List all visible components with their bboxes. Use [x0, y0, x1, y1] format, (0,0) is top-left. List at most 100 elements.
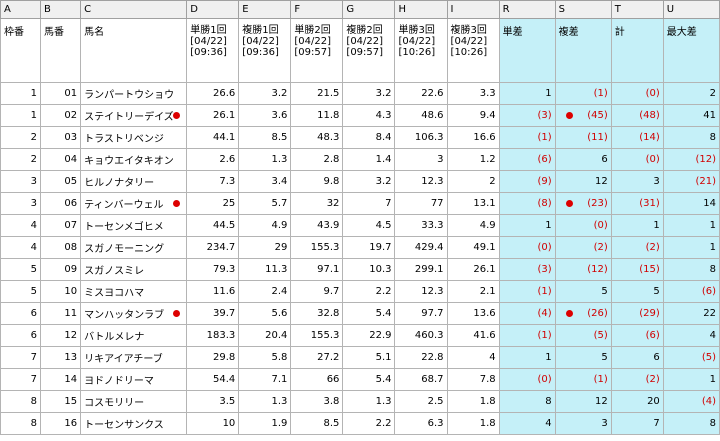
cell-s[interactable]: 5 — [554, 280, 612, 303]
cell-r[interactable]: (9) — [498, 170, 556, 193]
cell-i[interactable]: 49.1 — [446, 236, 500, 259]
cell-d[interactable]: 26.6 — [186, 82, 240, 105]
cell-g[interactable]: 3.2 — [342, 82, 396, 105]
cell-umaban[interactable]: 02 — [40, 104, 82, 127]
horse-name-cell[interactable]: キョウエイタキオン — [80, 148, 188, 171]
cell-waku[interactable]: 3 — [0, 192, 42, 215]
cell-i[interactable]: 13.6 — [446, 302, 500, 325]
cell-umaban[interactable]: 15 — [40, 390, 82, 413]
cell-t[interactable]: (0) — [610, 82, 664, 105]
cell-waku[interactable]: 1 — [0, 104, 42, 127]
cell-g[interactable]: 2.2 — [342, 280, 396, 303]
cell-e[interactable]: 5.7 — [238, 192, 292, 215]
cell-waku[interactable]: 5 — [0, 258, 42, 281]
cell-waku[interactable]: 4 — [0, 214, 42, 237]
cell-t[interactable]: (14) — [610, 126, 664, 149]
cell-r[interactable]: (3) — [498, 104, 556, 127]
horse-name-cell[interactable]: ヒルノナタリー — [80, 170, 188, 193]
cell-i[interactable]: 16.6 — [446, 126, 500, 149]
cell-waku[interactable]: 1 — [0, 82, 42, 105]
cell-u[interactable]: (5) — [662, 346, 720, 369]
cell-e[interactable]: 3.4 — [238, 170, 292, 193]
cell-f[interactable]: 8.5 — [290, 412, 344, 435]
header-win-1[interactable]: 単勝1回 [04/22] [09:36] — [186, 18, 240, 83]
header-place-1[interactable]: 複勝1回 [04/22] [09:36] — [238, 18, 292, 83]
cell-waku[interactable]: 3 — [0, 170, 42, 193]
cell-s[interactable]: (11) — [554, 126, 612, 149]
cell-s[interactable]: 3 — [554, 412, 612, 435]
cell-d[interactable]: 79.3 — [186, 258, 240, 281]
cell-r[interactable]: 4 — [498, 412, 556, 435]
table-row[interactable]: 4 08 スガノモーニング 234.7 29 155.3 19.7 429.4 49.1 (0) (… — [0, 236, 720, 259]
cell-umaban[interactable]: 10 — [40, 280, 82, 303]
cell-i[interactable]: 4 — [446, 346, 500, 369]
cell-r[interactable]: (1) — [498, 324, 556, 347]
cell-waku[interactable]: 8 — [0, 412, 42, 435]
cell-r[interactable]: (1) — [498, 126, 556, 149]
cell-r[interactable]: (3) — [498, 258, 556, 281]
cell-h[interactable]: 12.3 — [394, 170, 448, 193]
cell-waku[interactable]: 4 — [0, 236, 42, 259]
column-letter[interactable]: U — [662, 0, 720, 19]
cell-umaban[interactable]: 07 — [40, 214, 82, 237]
cell-d[interactable]: 44.5 — [186, 214, 240, 237]
cell-d[interactable]: 11.6 — [186, 280, 240, 303]
cell-u[interactable]: 1 — [662, 368, 720, 391]
cell-u[interactable]: (21) — [662, 170, 720, 193]
cell-g[interactable]: 19.7 — [342, 236, 396, 259]
table-row[interactable]: 7 13 リキアイアチーブ 29.8 5.8 27.2 5.1 22.8 4 1 5 6 (5) — [0, 346, 720, 369]
cell-f[interactable]: 66 — [290, 368, 344, 391]
column-letter[interactable]: R — [498, 0, 556, 19]
cell-e[interactable]: 5.8 — [238, 346, 292, 369]
cell-u[interactable]: 4 — [662, 324, 720, 347]
cell-umaban[interactable]: 01 — [40, 82, 82, 105]
cell-umaban[interactable]: 14 — [40, 368, 82, 391]
horse-name-cell[interactable]: バトルメレナ — [80, 324, 188, 347]
cell-s[interactable]: (45) — [554, 104, 612, 127]
cell-u[interactable]: 2 — [662, 82, 720, 105]
cell-d[interactable]: 183.3 — [186, 324, 240, 347]
cell-d[interactable]: 44.1 — [186, 126, 240, 149]
header-win-3[interactable]: 単勝3回 [04/22] [10:26] — [394, 18, 448, 83]
column-letter[interactable]: E — [238, 0, 292, 19]
cell-h[interactable]: 106.3 — [394, 126, 448, 149]
header-place-3[interactable]: 複勝3回 [04/22] [10:26] — [446, 18, 500, 83]
cell-h[interactable]: 6.3 — [394, 412, 448, 435]
cell-umaban[interactable]: 05 — [40, 170, 82, 193]
cell-waku[interactable]: 6 — [0, 302, 42, 325]
table-row[interactable]: 8 15 コスモリリー 3.5 1.3 3.8 1.3 2.5 1.8 8 12 20 (4) — [0, 390, 720, 413]
cell-f[interactable]: 32.8 — [290, 302, 344, 325]
cell-h[interactable]: 97.7 — [394, 302, 448, 325]
horse-name-cell[interactable]: マンハッタンラブ — [80, 302, 188, 325]
cell-waku[interactable]: 5 — [0, 280, 42, 303]
cell-s[interactable]: (1) — [554, 368, 612, 391]
cell-t[interactable]: 3 — [610, 170, 664, 193]
cell-u[interactable]: 41 — [662, 104, 720, 127]
cell-umaban[interactable]: 12 — [40, 324, 82, 347]
cell-g[interactable]: 4.3 — [342, 104, 396, 127]
cell-f[interactable]: 21.5 — [290, 82, 344, 105]
cell-e[interactable]: 3.6 — [238, 104, 292, 127]
cell-t[interactable]: (2) — [610, 368, 664, 391]
table-row[interactable]: 3 06 ティンバーウェル 25 5.7 32 7 77 13.1 (8) (23) (31) 14 — [0, 192, 720, 215]
horse-name-cell[interactable]: スガノモーニング — [80, 236, 188, 259]
cell-f[interactable]: 2.8 — [290, 148, 344, 171]
cell-h[interactable]: 299.1 — [394, 258, 448, 281]
cell-t[interactable]: (15) — [610, 258, 664, 281]
cell-e[interactable]: 4.9 — [238, 214, 292, 237]
cell-i[interactable]: 4.9 — [446, 214, 500, 237]
header-umaban[interactable]: 馬番 — [40, 18, 82, 83]
cell-s[interactable]: (1) — [554, 82, 612, 105]
column-letter[interactable]: H — [394, 0, 448, 19]
cell-e[interactable]: 8.5 — [238, 126, 292, 149]
column-letter[interactable]: C — [80, 0, 188, 19]
cell-f[interactable]: 27.2 — [290, 346, 344, 369]
cell-t[interactable]: 5 — [610, 280, 664, 303]
cell-f[interactable]: 9.7 — [290, 280, 344, 303]
cell-u[interactable]: (6) — [662, 280, 720, 303]
cell-t[interactable]: 20 — [610, 390, 664, 413]
cell-r[interactable]: (4) — [498, 302, 556, 325]
cell-h[interactable]: 48.6 — [394, 104, 448, 127]
cell-g[interactable]: 1.3 — [342, 390, 396, 413]
cell-u[interactable]: 8 — [662, 126, 720, 149]
